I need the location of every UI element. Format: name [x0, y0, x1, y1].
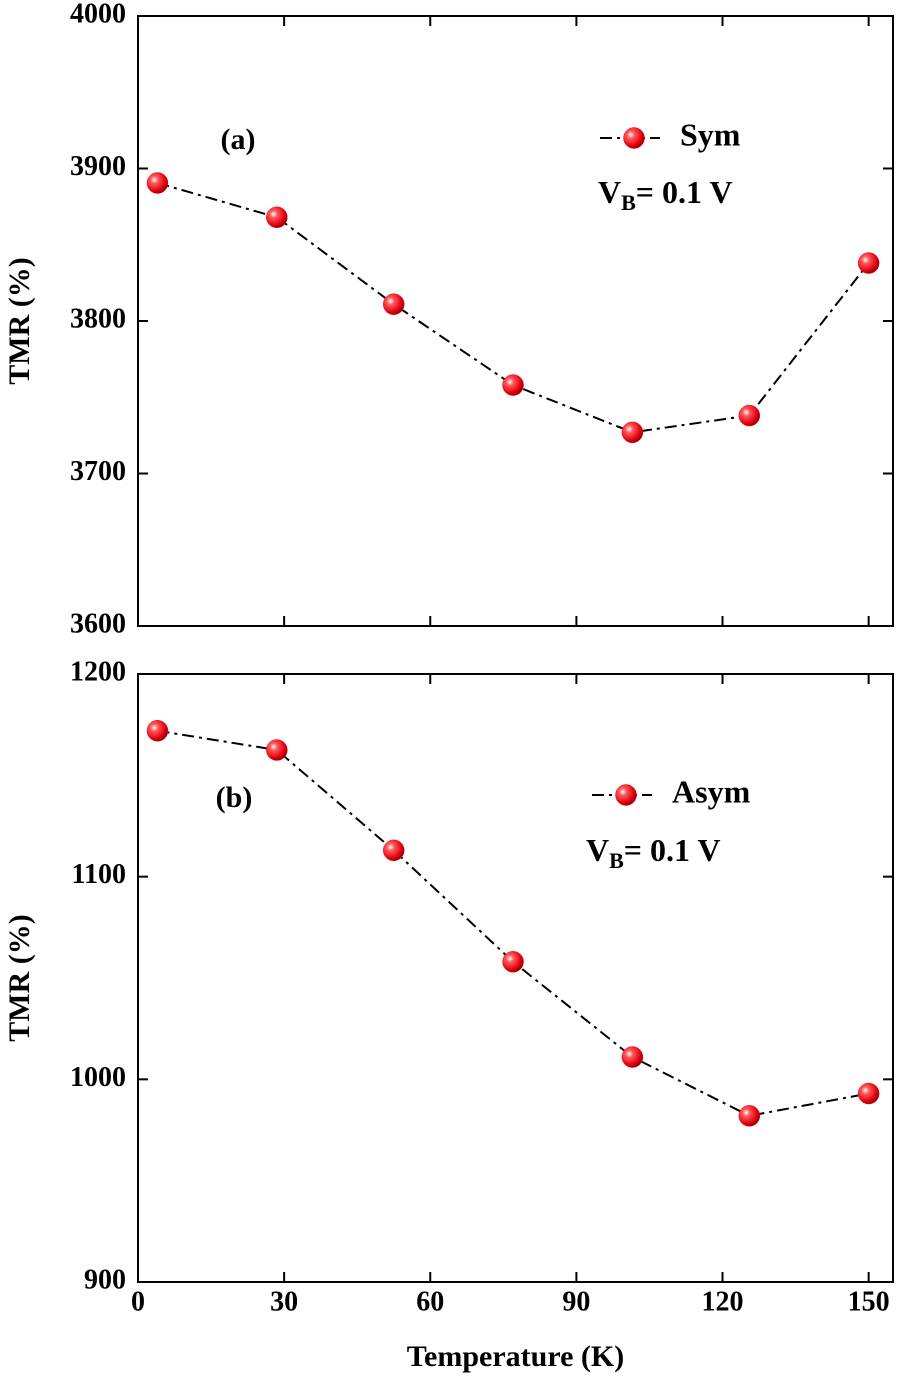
data-point	[382, 293, 405, 315]
bias-main: V	[598, 174, 621, 210]
y-tick-label: 1100	[72, 859, 126, 890]
y-tick-label: 900	[84, 1264, 126, 1295]
data-point	[146, 719, 169, 742]
y-tick-label: 3800	[70, 303, 126, 334]
data-point	[621, 421, 644, 444]
x-axis-title: Temperature (K)	[407, 1340, 624, 1373]
plot-frame	[137, 15, 894, 627]
legend-marker	[615, 784, 637, 806]
x-tick-label: 30	[270, 1286, 298, 1317]
data-point	[738, 1105, 761, 1127]
data-point	[502, 951, 524, 973]
panel-label: (b)	[216, 781, 253, 814]
legend-marker	[623, 127, 645, 149]
series-line	[157, 729, 869, 1117]
data-point	[382, 839, 405, 862]
plot-frame	[137, 673, 894, 1283]
y-axis-title: TMR (%)	[3, 914, 36, 1041]
panel: 900 1000 1100 1200 0 30 60 90 120 150 TMR (%) Tempe…	[3, 656, 894, 1373]
x-tick-label: 150	[848, 1286, 890, 1317]
legend-label: Sym	[680, 116, 741, 152]
data-point	[502, 374, 524, 396]
bias-main: V	[586, 832, 609, 868]
data-point	[266, 739, 288, 761]
bias-sub: B	[609, 848, 624, 873]
legend-label: Asym	[672, 773, 751, 809]
x-tick-label: 90	[562, 1286, 590, 1317]
y-tick-label: 1000	[70, 1062, 126, 1093]
y-tick-label: 4000	[70, 0, 126, 29]
bias-rest: = 0.1 V	[636, 174, 733, 210]
x-tick-label: 120	[702, 1286, 744, 1317]
data-point	[266, 206, 288, 229]
x-tick-label: 60	[416, 1286, 444, 1317]
y-tick-label: 1200	[70, 656, 126, 687]
panel: 3600 3700 3800 3900 4000 TMR (%) (a) Sym VB= 0.1…	[3, 0, 894, 639]
bias-label: VB= 0.1 V	[598, 174, 733, 215]
y-tick-label: 3900	[70, 151, 126, 182]
data-point	[621, 1046, 644, 1068]
y-tick-label: 3600	[70, 608, 126, 639]
data-point	[857, 252, 880, 274]
data-point	[146, 172, 169, 194]
y-axis-title: TMR (%)	[3, 257, 36, 384]
bias-rest: = 0.1 V	[624, 832, 721, 868]
x-tick-label: 0	[131, 1286, 145, 1317]
bias-label: VB= 0.1 V	[586, 832, 721, 873]
data-point	[857, 1082, 880, 1105]
bias-sub: B	[621, 190, 636, 215]
data-point	[738, 404, 761, 427]
y-tick-label: 3700	[70, 456, 126, 487]
panel-label: (a)	[221, 123, 256, 156]
